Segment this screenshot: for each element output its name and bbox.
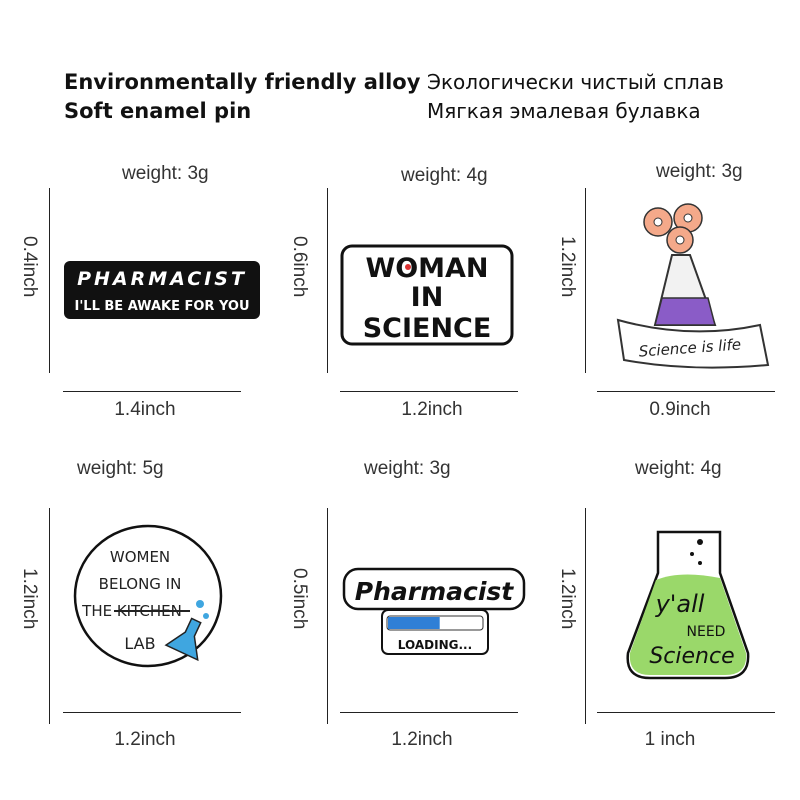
header-en-line1: Environmentally friendly alloy xyxy=(64,70,421,94)
pin-text: NEED xyxy=(687,624,726,640)
height-dimension-line xyxy=(49,508,50,724)
height-label: 0.6inch xyxy=(289,236,310,298)
width-dimension-line xyxy=(597,712,775,713)
pin-text: I'LL BE AWAKE FOR YOU xyxy=(74,299,249,314)
pin-text: LOADING... xyxy=(398,638,472,652)
pin-text: BELONG IN xyxy=(99,575,182,593)
height-dimension-line xyxy=(49,188,50,373)
pharmacist-pin: PHARMACIST I'LL BE AWAKE FOR YOU xyxy=(64,261,260,319)
width-dimension-line xyxy=(63,391,241,392)
height-label: 0.4inch xyxy=(19,236,40,298)
science-is-life-pin: Science is life xyxy=(616,203,770,369)
pin-text: IN xyxy=(411,282,444,313)
width-label: 1 inch xyxy=(644,729,696,750)
pin-text: Science xyxy=(649,644,734,669)
weight-label: weight: 5g xyxy=(77,458,164,479)
height-label: 1.2inch xyxy=(557,568,578,630)
yall-need-science-pin: y'all NEED Science xyxy=(626,530,750,680)
weight-label: weight: 4g xyxy=(635,458,722,479)
height-label: 0.5inch xyxy=(289,568,310,630)
height-dimension-line xyxy=(585,188,586,373)
pin-text: y'all xyxy=(655,590,705,618)
pin-text: LAB xyxy=(124,634,155,653)
header-ru-line2: Мягкая эмалевая булавка xyxy=(427,99,701,123)
height-dimension-line xyxy=(327,508,328,724)
woman-in-science-pin: WOMAN IN SCIENCE xyxy=(340,244,514,346)
width-label: 1.2inch xyxy=(401,399,463,420)
weight-label: weight: 4g xyxy=(401,165,488,186)
width-label: 1.2inch xyxy=(114,729,176,750)
weight-label: weight: 3g xyxy=(122,163,209,184)
weight-label: weight: 3g xyxy=(656,161,743,182)
width-dimension-line xyxy=(63,712,241,713)
weight-label: weight: 3g xyxy=(364,458,451,479)
height-dimension-line xyxy=(585,508,586,724)
loading-progress-fill xyxy=(388,617,440,629)
pin-text: PHARMACIST xyxy=(77,268,247,290)
header-en-line2: Soft enamel pin xyxy=(64,99,252,123)
width-label: 0.9inch xyxy=(649,399,711,420)
height-label: 1.2inch xyxy=(557,236,578,298)
width-label: 1.2inch xyxy=(391,729,453,750)
width-dimension-line xyxy=(597,391,775,392)
header-ru-line1: Экологически чистый сплав xyxy=(427,70,724,94)
women-belong-in-the-lab-pin: WOMEN BELONG IN THE KITCHEN LAB xyxy=(73,524,223,668)
pin-text: SCIENCE xyxy=(363,313,492,344)
pin-text: WOMEN xyxy=(110,548,170,566)
height-label: 1.2inch xyxy=(19,568,40,630)
width-dimension-line xyxy=(340,391,518,392)
pharmacist-loading-pin: Pharmacist LOADING... xyxy=(342,567,526,655)
pin-text: Pharmacist xyxy=(355,577,515,606)
width-label: 1.4inch xyxy=(114,399,176,420)
height-dimension-line xyxy=(327,188,328,373)
pin-text: WOMAN xyxy=(365,253,488,284)
width-dimension-line xyxy=(340,712,518,713)
